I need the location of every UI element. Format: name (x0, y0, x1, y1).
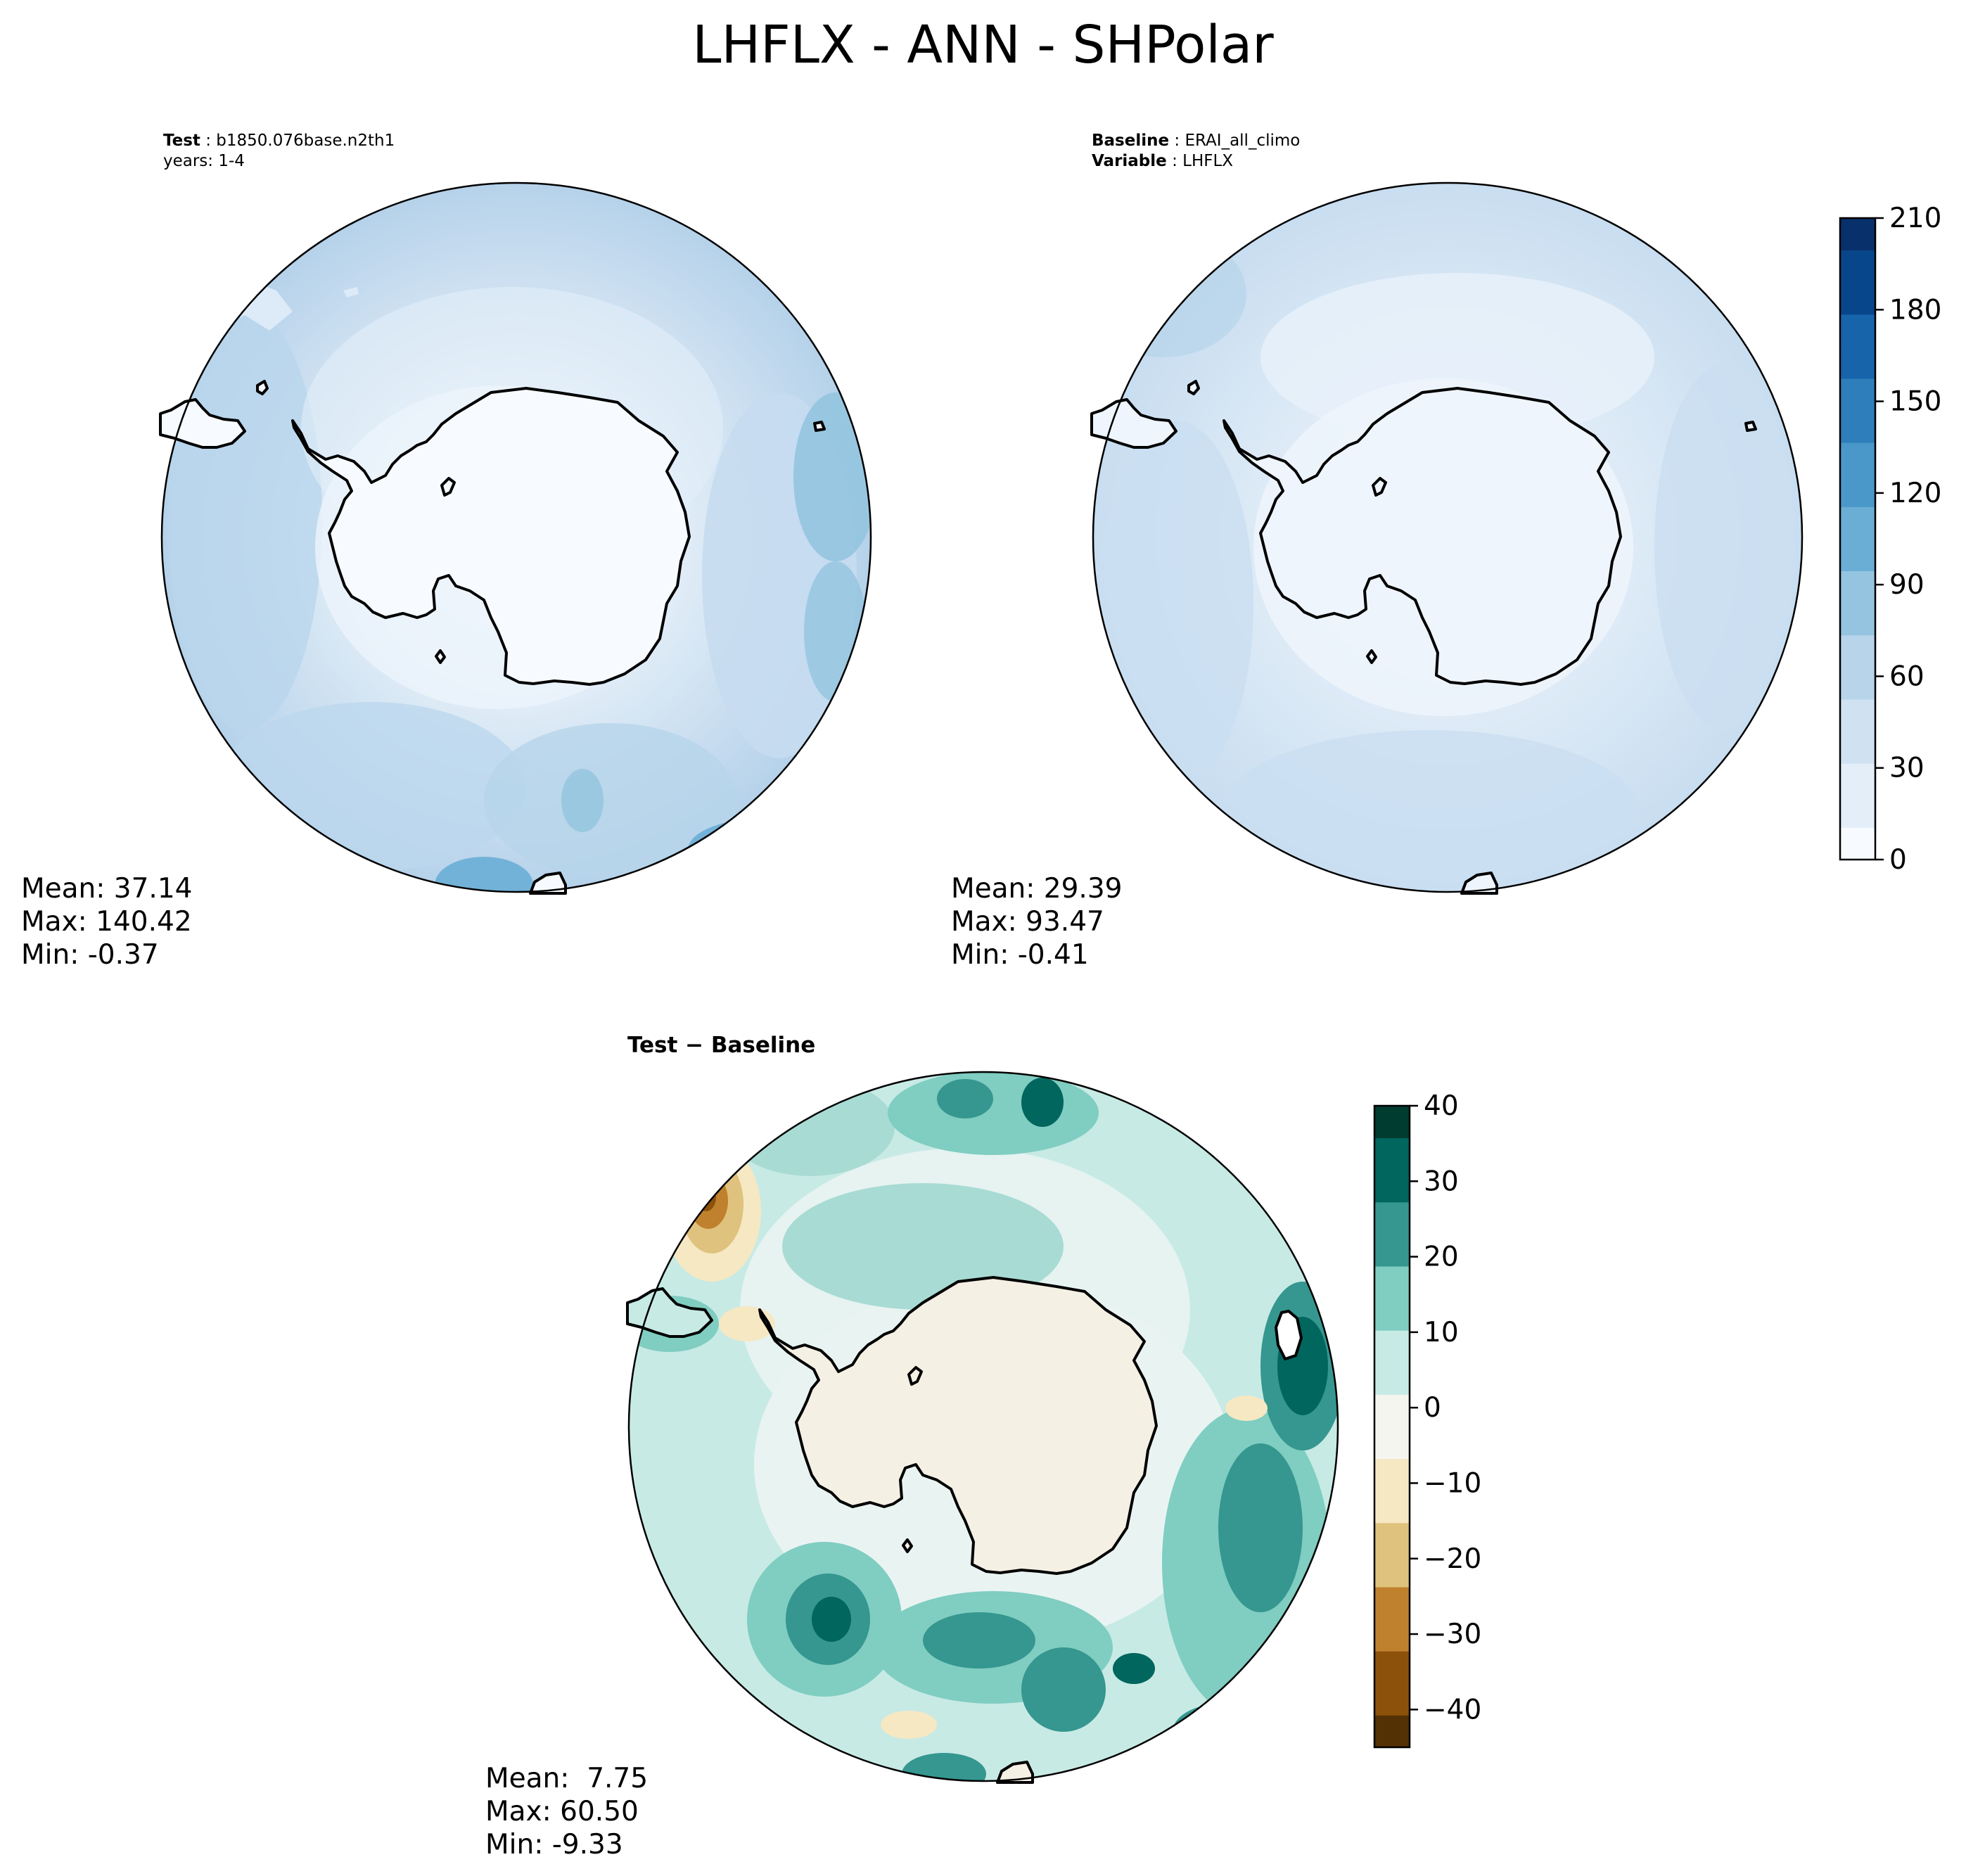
baseline-label-key: Baseline (1092, 132, 1170, 150)
difference-colorbar-band (1374, 1298, 1410, 1331)
baseline-label-value: ERAI_all_climo (1185, 132, 1301, 150)
variable-label-key: Variable (1092, 152, 1167, 170)
main-colorbar-band (1840, 570, 1875, 604)
difference-colorbar-band (1374, 1137, 1410, 1170)
main-colorbar-band (1840, 699, 1875, 732)
difference-colorbar-band (1374, 1683, 1410, 1716)
test-label-value: b1850.076base.n2th1 (216, 132, 395, 150)
difference-colorbar-tick-label: −10 (1424, 1467, 1481, 1499)
difference-colorbar-tick-label: −30 (1424, 1619, 1481, 1650)
difference-colorbar-band (1374, 1330, 1410, 1363)
difference-colorbar-tick-label: 10 (1424, 1317, 1459, 1348)
main-colorbar-band (1840, 442, 1875, 476)
difference-colorbar-tick-label: 0 (1424, 1392, 1441, 1424)
difference-colorbar-band (1374, 1555, 1410, 1588)
main-colorbar-band (1840, 218, 1875, 251)
test-mean: Mean: 37.14 (21, 873, 193, 905)
test-header: Test : b1850.076base.n2th1 years: 1-4 (163, 131, 395, 172)
difference-colorbar-tick-label: −40 (1424, 1694, 1481, 1725)
difference-colorbar-tick-label: 20 (1424, 1242, 1459, 1273)
main-colorbar-band (1840, 539, 1875, 572)
test-map (159, 181, 872, 895)
baseline-map-border (1092, 181, 1804, 893)
main-colorbar-band (1840, 763, 1875, 796)
variable-label-value: LHFLX (1182, 152, 1234, 170)
difference-colorbar-band (1374, 1106, 1410, 1139)
test-map-border (160, 181, 872, 893)
difference-colorbar: 40 30 20 10 0 −10 −20 −30 −40 (1373, 1090, 1481, 1749)
main-colorbar-tick-label: 90 (1889, 569, 1924, 601)
main-colorbar-band (1840, 378, 1875, 411)
difference-map (626, 1071, 1339, 1784)
variable-label-row: Variable : LHFLX (1092, 152, 1234, 170)
baseline-mean: Mean: 29.39 (951, 873, 1123, 905)
baseline-max: Max: 93.47 (951, 906, 1104, 938)
difference-colorbar-band (1374, 1651, 1410, 1684)
difference-colorbar-band (1374, 1427, 1410, 1460)
test-map-coastline (159, 380, 826, 895)
difference-title: Test − Baseline (627, 1033, 816, 1058)
test-stats: Mean: 37.14 Max: 140.42 Min: -0.37 (21, 872, 192, 971)
main-colorbar-band (1840, 346, 1875, 379)
difference-map-border (627, 1071, 1339, 1782)
baseline-stats: Mean: 29.39 Max: 93.47 Min: -0.41 (951, 872, 1122, 971)
baseline-map-coastline (1090, 380, 1757, 895)
main-colorbar-tick-label: 30 (1889, 753, 1924, 784)
difference-colorbar-tick-label: 30 (1424, 1166, 1459, 1197)
test-years: years: 1-4 (163, 152, 245, 170)
main-colorbar-band (1840, 506, 1875, 540)
main-colorbar-band (1840, 795, 1875, 828)
difference-max: Max: 60.50 (485, 1796, 639, 1827)
baseline-map (1090, 181, 1804, 895)
difference-colorbar-band (1374, 1619, 1410, 1652)
difference-colorbar-band (1374, 1234, 1410, 1267)
main-colorbar-band (1840, 827, 1875, 860)
difference-colorbar-band (1374, 1170, 1410, 1203)
main-colorbar-band (1840, 474, 1875, 507)
difference-colorbar-border (1373, 1104, 1411, 1749)
main-colorbar-band (1840, 667, 1875, 700)
main-colorbar-tick-label: 120 (1889, 478, 1941, 509)
difference-colorbar-band (1374, 1587, 1410, 1620)
difference-colorbar-band (1374, 1522, 1410, 1555)
main-colorbar: 0 30 60 90 120 150 180 210 (1839, 203, 1941, 876)
main-colorbar-band (1840, 282, 1875, 315)
baseline-min: Min: -0.41 (951, 939, 1089, 971)
difference-colorbar-band (1374, 1458, 1410, 1491)
main-colorbar-tick-label: 210 (1889, 203, 1941, 234)
test-label-row: Test : b1850.076base.n2th1 (163, 132, 395, 150)
difference-colorbar-band (1374, 1266, 1410, 1299)
main-colorbar-tick-label: 150 (1889, 386, 1941, 418)
difference-colorbar-band (1374, 1201, 1410, 1234)
test-max: Max: 140.42 (21, 906, 192, 938)
baseline-label-row: Baseline : ERAI_all_climo (1092, 132, 1301, 150)
main-colorbar-band (1840, 731, 1875, 764)
figure-title: LHFLX - ANN - SHPolar (692, 15, 1274, 75)
main-colorbar-band (1840, 603, 1875, 636)
baseline-header: Baseline : ERAI_all_climo Variable : LHF… (1092, 131, 1300, 172)
difference-colorbar-band (1374, 1491, 1410, 1524)
difference-colorbar-tick-label: −20 (1424, 1543, 1481, 1575)
main-colorbar-band (1840, 314, 1875, 347)
test-min: Min: -0.37 (21, 939, 159, 971)
main-colorbar-tick-label: 60 (1889, 661, 1924, 692)
difference-colorbar-tick-label: 40 (1424, 1090, 1459, 1122)
main-colorbar-tick-label: 180 (1889, 294, 1941, 326)
difference-map-coastline (626, 1276, 1303, 1784)
main-colorbar-band (1840, 250, 1875, 283)
difference-colorbar-band (1374, 1715, 1410, 1748)
test-label-key: Test (163, 132, 200, 150)
difference-colorbar-band (1374, 1394, 1410, 1427)
difference-mean: Mean: 7.75 (485, 1763, 649, 1794)
main-colorbar-band (1840, 634, 1875, 668)
difference-stats: Mean: 7.75 Max: 60.50 Min: -9.33 (485, 1762, 648, 1861)
main-colorbar-border (1839, 217, 1877, 861)
main-colorbar-tick-label: 0 (1889, 844, 1907, 876)
difference-min: Min: -9.33 (485, 1829, 623, 1861)
difference-colorbar-band (1374, 1362, 1410, 1395)
main-colorbar-band (1840, 410, 1875, 443)
